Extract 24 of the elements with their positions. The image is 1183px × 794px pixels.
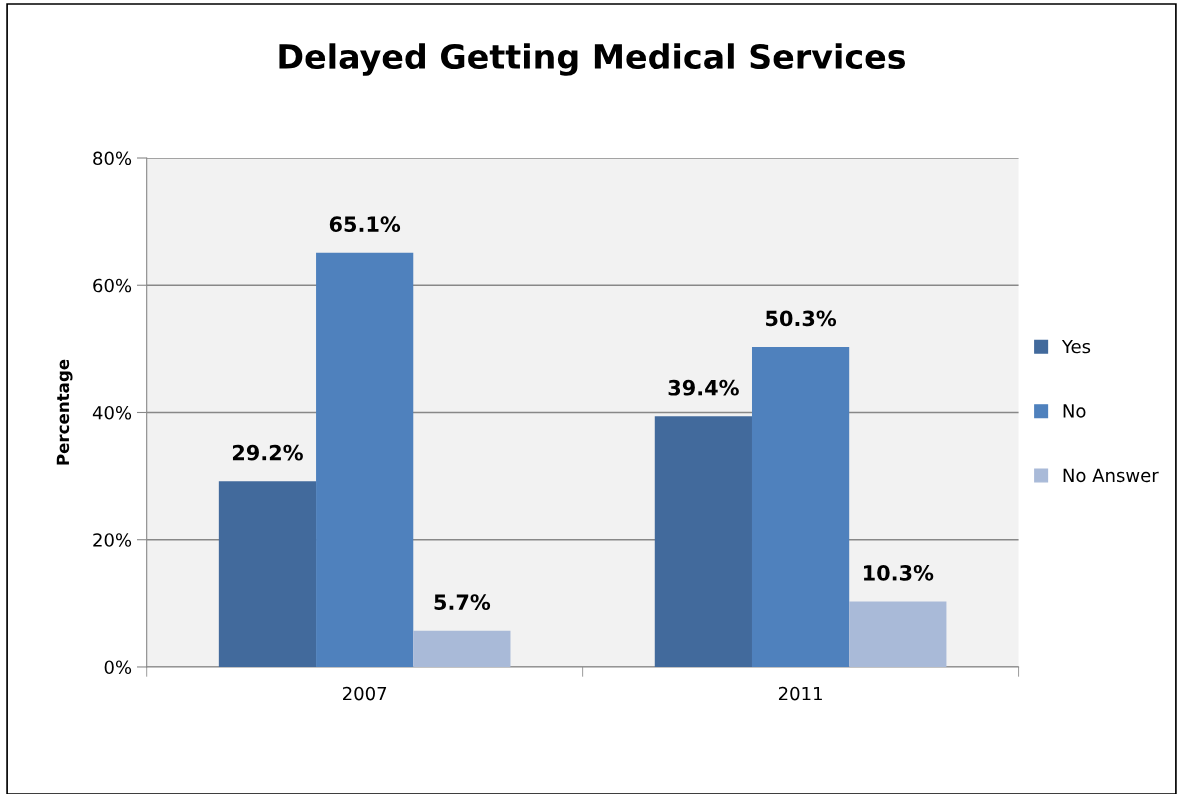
chart-title: Delayed Getting Medical Services xyxy=(279,43,905,76)
data-label: 39.4% xyxy=(668,379,739,396)
x-tick-label: 2011 xyxy=(778,686,822,701)
y-tick-label: 20% xyxy=(93,533,132,547)
data-label: 65.1% xyxy=(329,216,401,233)
legend-label: Yes xyxy=(1061,339,1091,354)
bar xyxy=(316,252,414,667)
bar xyxy=(654,416,752,667)
bar xyxy=(751,346,850,667)
data-label: 50.3% xyxy=(766,310,837,327)
bar xyxy=(849,601,947,667)
y-tick-label: 60% xyxy=(93,278,132,293)
y-tick-label: 0% xyxy=(104,660,132,675)
y-tick-label: 40% xyxy=(92,405,132,420)
bar xyxy=(413,630,511,667)
bar xyxy=(218,481,317,667)
y-axis-title: Percentage xyxy=(56,359,73,465)
legend-label: No Answer xyxy=(1063,468,1159,483)
legend-label: No xyxy=(1063,404,1086,418)
y-tick-label: 80% xyxy=(93,151,132,166)
data-label: 10.3% xyxy=(864,564,934,581)
x-tick-label: 2007 xyxy=(343,686,387,701)
data-label: 29.2% xyxy=(232,444,303,461)
data-label: 5.7% xyxy=(434,594,491,610)
